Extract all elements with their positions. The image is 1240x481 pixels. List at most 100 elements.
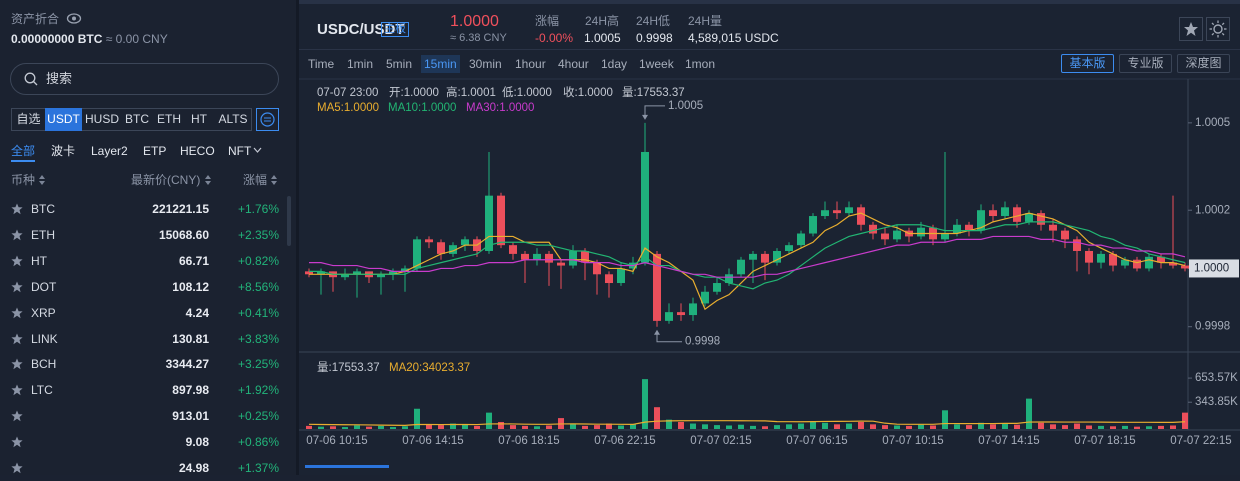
quote-tab[interactable]: HUSD (84, 112, 119, 126)
symbol: LTC (31, 383, 53, 398)
sub-tab[interactable]: NFT (228, 144, 252, 158)
scroll-indicator[interactable] (305, 465, 389, 468)
market-row[interactable]: HT 66.71 +0.82% (0, 248, 285, 274)
market-row[interactable]: DOT 108.12 +8.56% (0, 274, 285, 300)
star-icon[interactable] (11, 436, 23, 448)
interval[interactable]: 1hour (515, 57, 546, 71)
volume-bar (906, 425, 912, 429)
search-placeholder: 搜索 (46, 71, 73, 86)
market-row[interactable]: XRP 4.24 +0.41% (0, 300, 285, 326)
price: 66.71 (178, 253, 209, 268)
sub-tab[interactable]: 波卡 (51, 144, 76, 158)
star-icon[interactable] (11, 229, 23, 241)
volume-bar (930, 425, 936, 429)
volume-bar (834, 424, 840, 429)
candle-body (1133, 259, 1141, 269)
interval[interactable]: 1week (639, 57, 674, 71)
interval-active[interactable]: 15min (421, 55, 460, 73)
quote-tab[interactable]: 自选 (16, 112, 41, 126)
max-label: 1.0005 (668, 100, 703, 112)
symbol: BTC (31, 202, 55, 216)
sub-tab[interactable]: ETP (143, 144, 167, 158)
search-box[interactable]: 搜索 (10, 63, 279, 95)
x-tick-label: 07-07 10:15 (882, 435, 943, 447)
quote-tab[interactable]: HT (191, 112, 207, 126)
market-row[interactable]: 9.08 +0.86% (0, 429, 285, 455)
column-header[interactable]: 涨幅 (243, 173, 268, 187)
candle-body (917, 227, 925, 237)
ma-legend: MA30:1.0000 (466, 102, 534, 114)
view-button[interactable]: 专业版 (1119, 54, 1172, 73)
filter-icon[interactable] (256, 108, 279, 131)
column-header[interactable]: 最新价(CNY) (131, 173, 201, 187)
quote-tab[interactable]: ETH (157, 112, 181, 126)
star-icon[interactable] (11, 410, 23, 422)
star-icon[interactable] (11, 281, 23, 293)
favorite-button[interactable] (1179, 17, 1203, 41)
x-tick-label: 07-06 22:15 (594, 435, 655, 447)
view-button-active[interactable]: 基本版 (1061, 54, 1114, 73)
volume-bar (582, 425, 588, 429)
price: 15068.60 (158, 227, 209, 242)
eye-icon[interactable] (66, 12, 82, 25)
interval[interactable]: 1day (601, 57, 628, 71)
interval[interactable]: Time (308, 57, 335, 71)
volume-bar (774, 425, 780, 429)
candle-body (785, 245, 793, 251)
interval[interactable]: 5min (386, 57, 413, 71)
market-row[interactable]: 24.98 +1.37% (0, 455, 285, 481)
interval[interactable]: 4hour (558, 57, 589, 71)
star-icon[interactable] (11, 333, 23, 345)
interval[interactable]: 1min (347, 57, 374, 71)
candle-body (989, 210, 997, 217)
candle-body (773, 250, 781, 263)
volume-bar (354, 425, 360, 429)
symbol: DOT (31, 279, 57, 294)
sub-tab-active[interactable]: 全部 (11, 144, 36, 158)
volume-info: 量:17553.37 (317, 361, 380, 374)
quote-tab[interactable]: BTC (125, 112, 149, 126)
volume-bar (786, 424, 792, 429)
star-icon[interactable] (11, 358, 23, 370)
candle-body (857, 207, 865, 225)
candle-body (305, 271, 313, 275)
theme-button[interactable] (1206, 17, 1230, 41)
volume-bar (1002, 423, 1008, 429)
view-button[interactable]: 深度图 (1177, 54, 1230, 73)
sub-tab[interactable]: Layer2 (91, 144, 128, 158)
candle-body (521, 253, 529, 260)
candle-body (353, 271, 361, 275)
x-tick-label: 07-07 02:15 (690, 435, 751, 447)
quote-tab[interactable]: ALTS (218, 112, 248, 126)
max-arrow (642, 114, 648, 120)
market-row[interactable]: 913.01 +0.25% (0, 403, 285, 429)
column-header[interactable]: 币种 (11, 173, 36, 187)
stat-label: 24H量 (688, 14, 723, 28)
volume-bar (414, 408, 420, 429)
candle-body (665, 312, 673, 321)
interval[interactable]: 1mon (685, 57, 716, 71)
market-row[interactable]: BCH 3344.27 +3.25% (0, 351, 285, 377)
market-row[interactable]: LINK 130.81 +3.83% (0, 326, 285, 352)
market-row[interactable]: BTC 221221.15 +1.76% (0, 196, 285, 222)
sub-tab[interactable]: HECO (180, 144, 215, 158)
volume-bar (690, 423, 696, 429)
star-icon[interactable] (11, 384, 23, 396)
market-row[interactable]: ETH 15068.60 +2.35% (0, 222, 285, 248)
y-tick-label: 343.85K (1195, 396, 1238, 408)
star-icon[interactable] (11, 255, 23, 267)
quote-tab-active[interactable]: USDT (45, 108, 82, 131)
ma-line (309, 235, 1186, 278)
volume-bar (666, 419, 672, 429)
star-icon[interactable] (11, 462, 23, 474)
y-tick-label: 0.9998 (1195, 321, 1230, 333)
volume-bar (1170, 425, 1176, 429)
market-row[interactable]: LTC 897.98 +1.92% (0, 377, 285, 403)
scrollbar[interactable] (287, 196, 291, 246)
star-icon[interactable] (11, 307, 23, 319)
star-icon[interactable] (11, 203, 23, 215)
interval[interactable]: 30min (469, 57, 502, 71)
asset-cny: ≈ 0.00 CNY (105, 32, 168, 46)
candle-body (641, 151, 649, 263)
volume-bar (1158, 425, 1164, 429)
